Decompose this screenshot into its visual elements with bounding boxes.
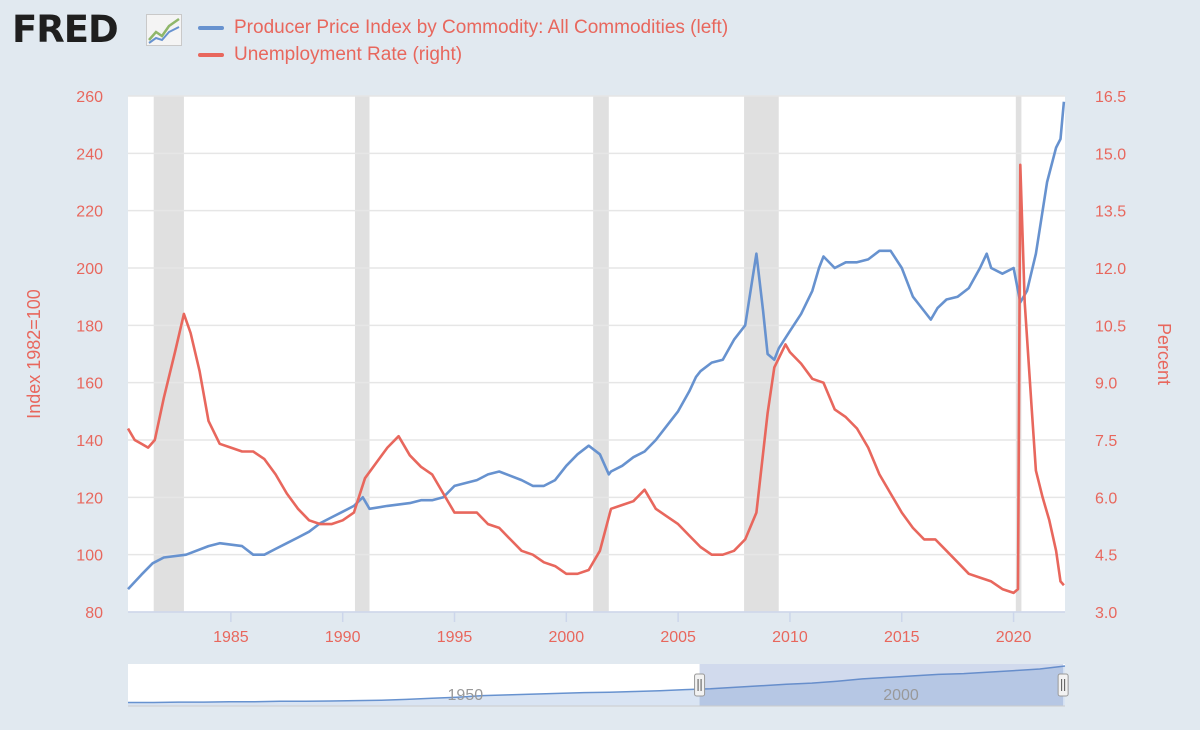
left-y-tick-label: 100	[76, 548, 103, 565]
navigator-handle-right[interactable]	[1057, 673, 1069, 697]
recession-band	[153, 96, 184, 612]
fred-logo[interactable]: FRED	[12, 8, 119, 51]
left-y-tick-label: 220	[76, 204, 103, 221]
navigator-label-right: 2000	[883, 687, 919, 704]
right-y-tick-label: 16.5	[1095, 89, 1126, 106]
chart-header: FRED Producer Price Index by Commodity: …	[0, 0, 1200, 80]
right-axis-label: Percent	[1154, 323, 1174, 385]
legend-label-ppi: Producer Price Index by Commodity: All C…	[234, 17, 729, 38]
legend-label-unrate: Unemployment Rate (right)	[234, 44, 463, 65]
range-navigator[interactable]: 1950 2000	[128, 664, 1069, 707]
legend-item-unrate[interactable]: Unemployment Rate (right)	[198, 43, 462, 67]
left-y-tick-label: 140	[76, 433, 103, 450]
x-tick-label: 1990	[325, 629, 361, 646]
x-tick-label: 2015	[884, 629, 920, 646]
left-y-tick-label: 80	[85, 605, 103, 622]
right-y-tick-label: 7.5	[1095, 433, 1117, 450]
recession-band	[354, 96, 370, 612]
legend-item-ppi[interactable]: Producer Price Index by Commodity: All C…	[198, 16, 728, 40]
navigator-selected-range[interactable]	[699, 664, 1064, 706]
axes: 80 100 120 140 160 180 200 220 240 260 3.0 4.5 6.0 7.…	[76, 89, 1126, 646]
right-y-tick-label: 4.5	[1095, 548, 1117, 565]
navigator-label-left: 1950	[448, 687, 484, 704]
recession-band	[593, 96, 609, 612]
ppi-series-line[interactable]	[127, 101, 1066, 590]
right-y-tick-label: 10.5	[1095, 318, 1126, 335]
legend-swatch-ppi	[198, 26, 224, 30]
line-chart-icon	[146, 14, 182, 46]
left-y-tick-label: 120	[76, 490, 103, 507]
navigator-series-line	[128, 665, 1066, 704]
right-y-tick-label: 12.0	[1095, 261, 1126, 278]
right-y-tick-label: 9.0	[1095, 376, 1117, 393]
legend-swatch-unrate	[198, 53, 224, 57]
navigator-handle-left[interactable]	[694, 673, 706, 697]
right-y-tick-label: 3.0	[1095, 605, 1117, 622]
navigator-background	[128, 664, 1065, 706]
x-tick-label: 2020	[996, 629, 1032, 646]
x-tick-label: 2005	[660, 629, 696, 646]
recession-band	[744, 96, 779, 612]
recession-bands	[153, 96, 1022, 612]
right-y-tick-label: 15.0	[1095, 146, 1126, 163]
x-tick-label: 2010	[772, 629, 808, 646]
x-tick-label: 1985	[213, 629, 249, 646]
x-tick-label: 1995	[437, 629, 473, 646]
right-y-tick-label: 13.5	[1095, 204, 1126, 221]
left-axis-label: Index 1982=100	[24, 289, 44, 419]
right-y-tick-label: 6.0	[1095, 490, 1117, 507]
left-y-tick-label: 240	[76, 146, 103, 163]
navigator-area	[128, 666, 1065, 706]
left-y-tick-label: 200	[76, 261, 103, 278]
left-y-tick-label: 160	[76, 376, 103, 393]
x-tick-label: 2000	[549, 629, 585, 646]
left-y-tick-label: 180	[76, 318, 103, 335]
unemployment-series-line[interactable]	[126, 163, 1065, 595]
left-y-tick-label: 260	[76, 89, 103, 106]
series-lines	[126, 101, 1066, 595]
